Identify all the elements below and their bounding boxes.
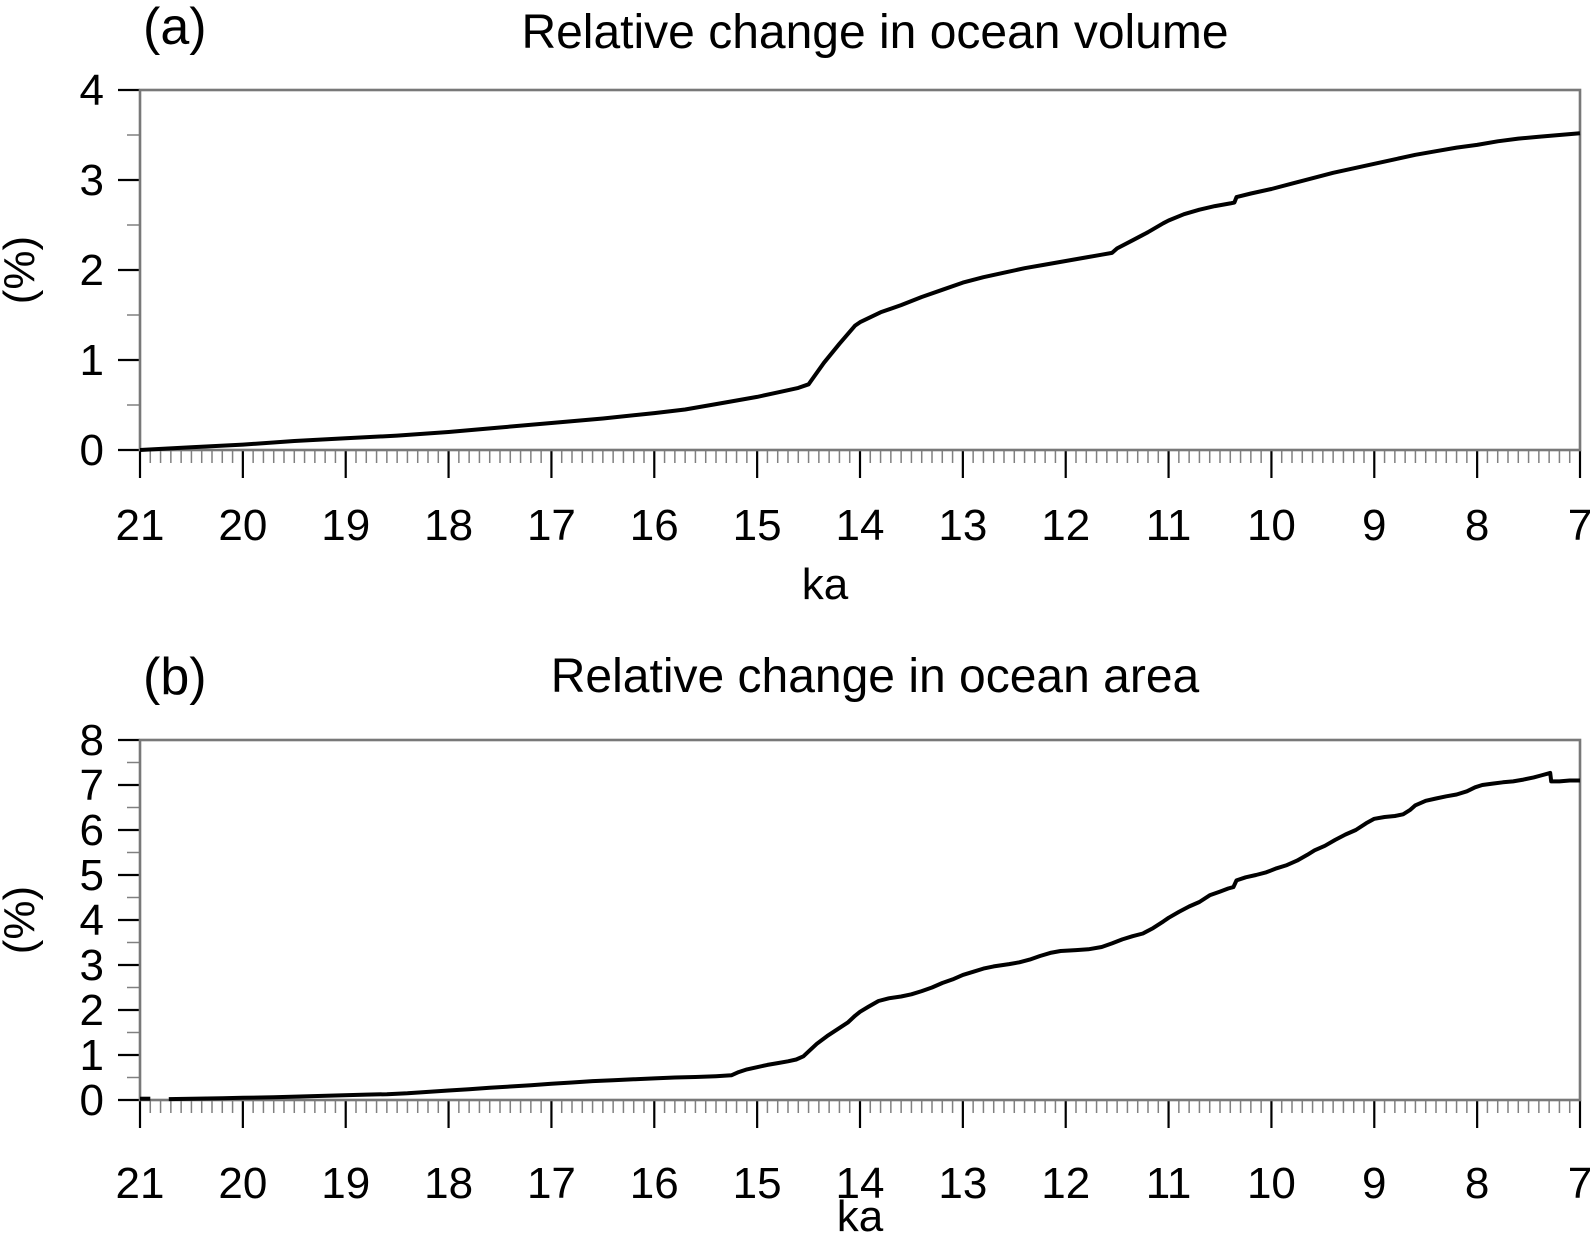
x-tick-label: 10: [1247, 501, 1296, 550]
x-tick-label: 13: [938, 1159, 987, 1208]
plot-box: [138, 88, 1582, 452]
x-tick-label: 12: [1041, 501, 1090, 550]
x-tick-label: 17: [527, 1159, 576, 1208]
x-tick-label: 21: [116, 1159, 165, 1208]
x-tick-label: 12: [1041, 1159, 1090, 1208]
y-tick-label: 2: [80, 246, 104, 295]
x-tick-label: 9: [1362, 1159, 1386, 1208]
x-tick-label: 16: [630, 501, 679, 550]
x-tick-label: 19: [321, 1159, 370, 1208]
y-tick-label: 2: [80, 986, 104, 1035]
x-tick-label: 8: [1465, 1159, 1489, 1208]
x-tick-label: 13: [938, 501, 987, 550]
x-tick-label: 7: [1568, 501, 1590, 550]
y-tick-label: 7: [80, 761, 104, 810]
plot-box: [138, 738, 1582, 1102]
panel-label-a: (a): [143, 0, 207, 56]
x-tick-label: 18: [424, 1159, 473, 1208]
x-tick-label: 20: [218, 501, 267, 550]
x-tick-label: 20: [218, 1159, 267, 1208]
x-tick-label: 14: [836, 501, 885, 550]
x-axis-label-a: ka: [802, 560, 849, 609]
panel-label-b: (b): [143, 648, 207, 706]
x-tick-label: 16: [630, 1159, 679, 1208]
x-tick-label: 8: [1465, 501, 1489, 550]
x-tick-label: 11: [1146, 501, 1192, 550]
chart-title-a: Relative change in ocean volume: [521, 6, 1228, 59]
x-tick-label: 15: [733, 501, 782, 550]
chart-b: (b) Relative change in ocean area (%) ka…: [0, 648, 1590, 1234]
x-tick-label: 21: [116, 501, 165, 550]
x-tick-label: 7: [1568, 1159, 1590, 1208]
y-tick-label: 8: [80, 716, 104, 765]
chart-title-b: Relative change in ocean area: [551, 650, 1200, 703]
y-tick-label: 3: [80, 941, 104, 990]
y-tick-label: 1: [80, 1031, 104, 1080]
x-tick-label: 14: [836, 1159, 885, 1208]
x-axis-label-b: ka: [837, 1192, 884, 1234]
y-axis-label-b: (%): [0, 886, 44, 954]
y-tick-label: 0: [80, 426, 104, 475]
x-tick-label: 17: [527, 501, 576, 550]
x-tick-label: 18: [424, 501, 473, 550]
y-tick-label: 4: [80, 66, 104, 115]
y-tick-label: 4: [80, 896, 104, 945]
x-tick-label: 19: [321, 501, 370, 550]
x-tick-label: 10: [1247, 1159, 1296, 1208]
x-tick-label: 11: [1146, 1159, 1192, 1208]
y-tick-label: 3: [80, 156, 104, 205]
data-curve-a: [139, 131, 1581, 452]
y-tick-label: 0: [80, 1076, 104, 1125]
x-tick-label: 9: [1362, 501, 1386, 550]
y-tick-label: 6: [80, 806, 104, 855]
y-tick-label: 1: [80, 336, 104, 385]
chart-a: (a) Relative change in ocean volume (%) …: [0, 0, 1590, 609]
y-tick-label: 5: [80, 851, 104, 900]
y-axis-label-a: (%): [0, 236, 44, 304]
data-curve-b: [168, 770, 1580, 1102]
x-tick-label: 15: [733, 1159, 782, 1208]
